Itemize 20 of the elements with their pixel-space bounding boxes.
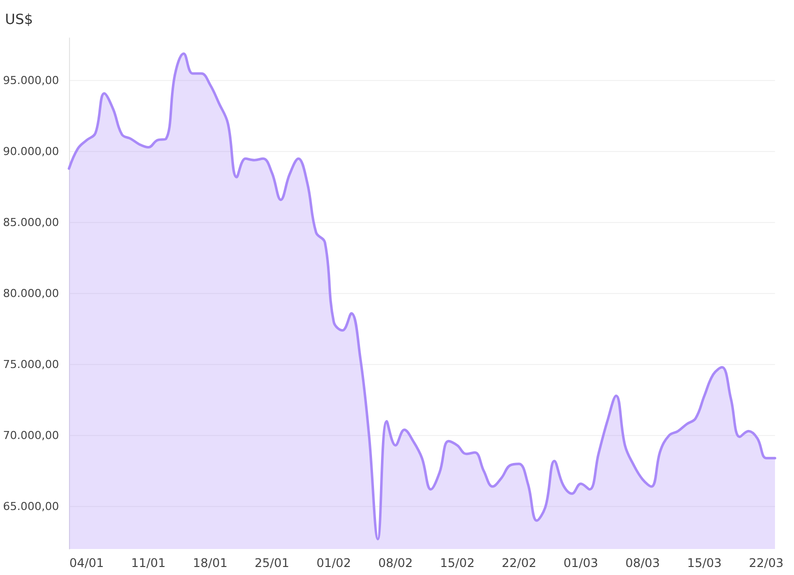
y-tick-label: 75.000,00 (3, 358, 59, 371)
y-tick-label: 70.000,00 (3, 428, 59, 442)
y-tick-label: 90.000,00 (3, 145, 59, 158)
x-tick-label: 01/03 (564, 556, 598, 570)
x-tick-label: 25/01 (254, 556, 290, 570)
x-tick-label: 15/02 (440, 556, 475, 570)
y-tick-label: 85.000,00 (3, 216, 59, 230)
y-tick-label: 95.000,00 (3, 74, 59, 88)
x-tick-label: 08/03 (625, 556, 660, 570)
x-tick-label: 18/01 (192, 556, 228, 570)
y-tick-label: 80.000,00 (3, 287, 59, 300)
x-tick-label: 22/03 (748, 556, 784, 570)
x-tick-label: 04/01 (69, 556, 104, 570)
x-tick-label: 01/02 (316, 556, 352, 570)
y-axis-title: US$ (5, 12, 34, 28)
x-tick-label: 22/02 (502, 556, 536, 570)
x-tick-label: 08/02 (378, 556, 413, 570)
x-tick-label: 11/01 (131, 556, 166, 570)
y-tick-label: 65.000,00 (3, 500, 59, 513)
x-tick-label: 15/03 (687, 556, 722, 570)
